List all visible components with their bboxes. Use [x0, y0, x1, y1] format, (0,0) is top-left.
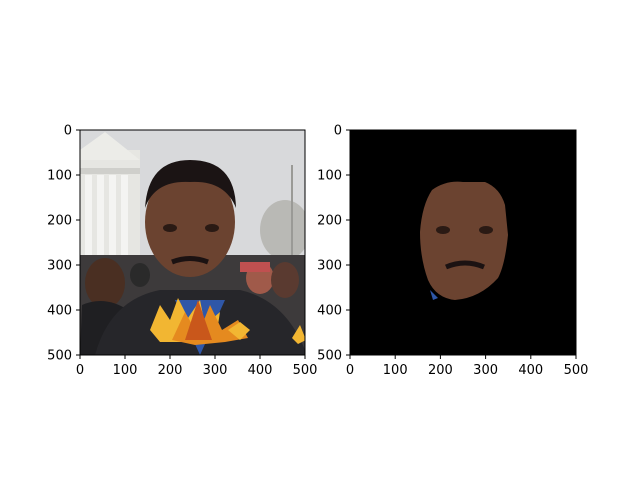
left-ytick-label: 400: [47, 304, 72, 319]
right-ytick-label: 400: [317, 304, 342, 319]
right-ytick-label: 300: [317, 259, 342, 274]
left-ytick-label: 200: [47, 214, 72, 229]
axes-ticks: 0 100 200 300 400 500 0 100 200 300 400 500 0 100 200 3…: [47, 124, 588, 379]
right-xtick-label: 0: [346, 363, 354, 378]
right-xtick-label: 300: [473, 363, 498, 378]
left-xtick-label: 200: [158, 363, 183, 378]
right-xtick-label: 200: [428, 363, 453, 378]
left-image: [80, 130, 305, 355]
right-xtick-label: 400: [518, 363, 543, 378]
left-ytick-label: 500: [47, 349, 72, 364]
left-ytick-label: 0: [64, 124, 72, 139]
right-xtick-label: 100: [383, 363, 408, 378]
right-image: [350, 130, 576, 355]
left-axes-frame: [79, 129, 306, 356]
left-xtick-label: 100: [113, 363, 138, 378]
left-ytick-label: 100: [47, 169, 72, 184]
right-ytick-label: 500: [317, 349, 342, 364]
left-xtick-label: 500: [293, 363, 318, 378]
left-ytick-label: 300: [47, 259, 72, 274]
right-ytick-label: 100: [317, 169, 342, 184]
leaf-overlay: [150, 298, 305, 345]
left-xtick-label: 400: [248, 363, 273, 378]
trees: [260, 165, 305, 265]
left-xtick-label: 0: [76, 363, 84, 378]
right-ytick-label: 0: [334, 124, 342, 139]
building: [80, 132, 140, 260]
right-ytick-label: 200: [317, 214, 342, 229]
left-xtick-label: 300: [203, 363, 228, 378]
masked-face: [420, 181, 508, 300]
right-xtick-label: 500: [564, 363, 589, 378]
right-axes-frame: [349, 129, 577, 356]
